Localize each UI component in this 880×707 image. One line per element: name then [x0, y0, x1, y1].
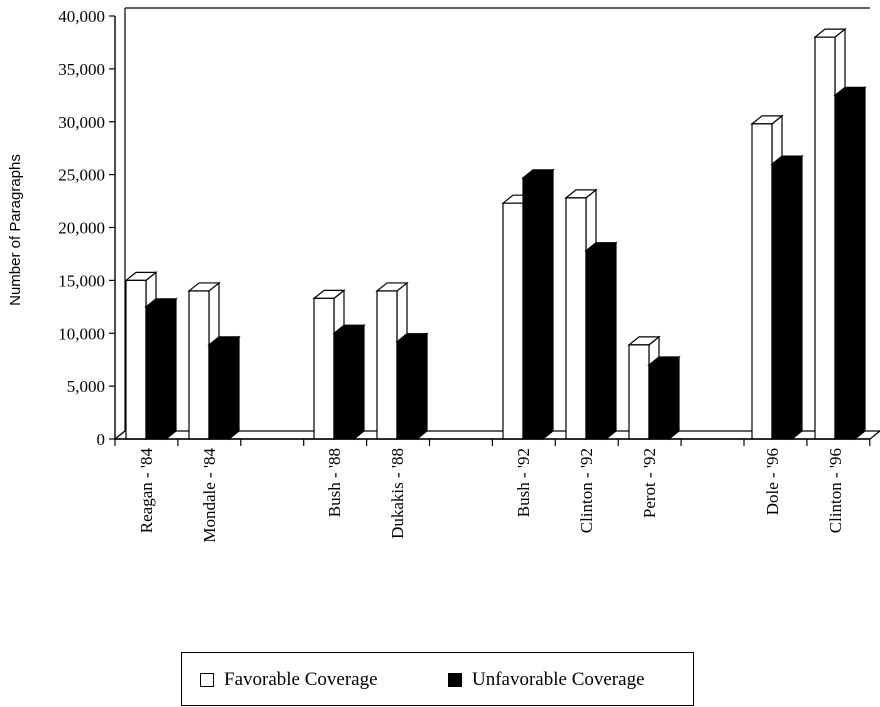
x-category-label: Perot - '92	[640, 448, 659, 518]
y-tick-label: 25,000	[58, 166, 105, 185]
legend-swatch-unfavorable	[448, 673, 462, 687]
bar-unfavorable	[833, 86, 867, 441]
y-tick-label: 30,000	[58, 113, 105, 132]
legend-item-favorable: Favorable Coverage	[200, 669, 378, 691]
bar-unfavorable	[332, 324, 366, 441]
back-wall-left	[114, 8, 126, 440]
x-category-label: Clinton - '92	[577, 448, 596, 533]
y-tick-label: 20,000	[58, 219, 105, 238]
bar-unfavorable	[521, 168, 555, 441]
x-category-label: Dole - '96	[763, 448, 782, 515]
bar-unfavorable	[584, 241, 618, 441]
y-tick-label: 15,000	[58, 271, 105, 290]
x-category-label: Bush - '88	[325, 448, 344, 517]
bar-unfavorable	[647, 355, 681, 441]
y-tick-label: 5,000	[67, 377, 105, 396]
x-category-label: Reagan - '84	[137, 448, 156, 534]
x-category-label: Dukakis - '88	[388, 448, 407, 539]
bar-unfavorable	[395, 332, 429, 441]
y-axis-title: Number of Paragraphs	[7, 154, 24, 306]
bar-unfavorable	[144, 297, 178, 441]
x-axis: Reagan - '84 Mondale - '84 Bush - '88 Dukak…	[114, 438, 871, 543]
y-axis: 0 5,000 10,000 15,000 20,000 25,000 30,000 35,0…	[58, 7, 116, 449]
chart: 0 5,000 10,000 15,000 20,000 25,000 30,000 35,0…	[7, 7, 880, 543]
y-tick-label: 35,000	[58, 60, 105, 79]
y-tick-label: 0	[97, 430, 106, 449]
x-category-label: Clinton - '96	[826, 448, 845, 533]
x-category-label: Mondale - '84	[200, 448, 219, 543]
bar-unfavorable	[770, 154, 804, 441]
legend-swatch-favorable	[200, 673, 214, 687]
legend-label-favorable: Favorable Coverage	[224, 669, 378, 690]
y-tick-label: 10,000	[58, 324, 105, 343]
y-tick-label: 40,000	[58, 7, 105, 26]
legend: Favorable Coverage Unfavorable Coverage	[181, 652, 694, 706]
x-category-label: Bush - '92	[514, 448, 533, 517]
bar-unfavorable	[207, 335, 241, 441]
bars	[124, 27, 867, 441]
legend-item-unfavorable: Unfavorable Coverage	[448, 669, 645, 691]
legend-label-unfavorable: Unfavorable Coverage	[472, 669, 645, 690]
